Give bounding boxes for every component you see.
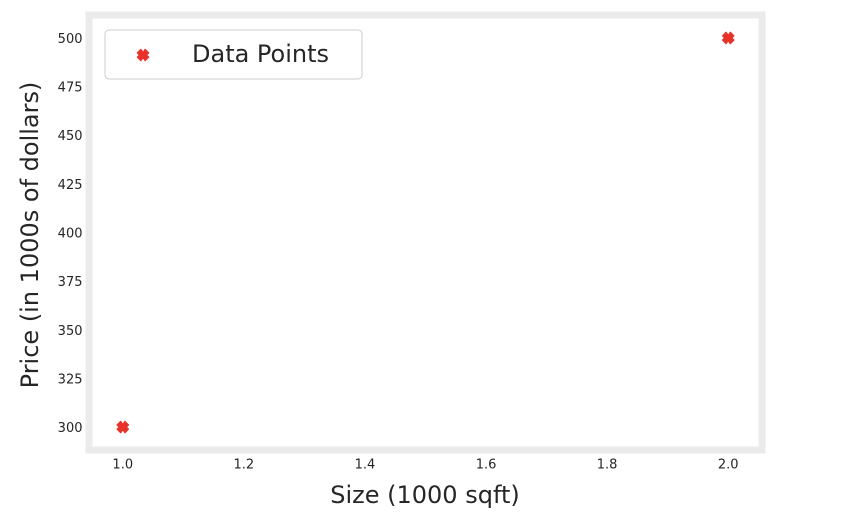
y-tick-label: 350: [58, 324, 83, 339]
y-tick-label: 475: [58, 81, 83, 96]
y-tick-label: 425: [58, 178, 83, 193]
legend-marker: [136, 48, 150, 62]
legend-box: [104, 29, 363, 80]
y-tick-label: 500: [58, 32, 83, 47]
axes-frame: [85, 11, 766, 454]
plot-area: [92, 18, 759, 447]
x-tick-label: 2.0: [718, 458, 739, 473]
x-tick-label: 1.6: [476, 458, 497, 473]
data-point: [721, 31, 735, 45]
x-axis-ticks: 1.0 1.2 1.4 1.6 1.8 2.0: [112, 458, 738, 473]
y-tick-label: 300: [58, 421, 83, 436]
x-axis-label: Size (1000 sqft): [330, 481, 520, 509]
y-tick-label: 450: [58, 129, 83, 144]
legend: Data Points: [104, 29, 363, 80]
scatter-points: [116, 31, 735, 434]
y-axis-ticks: 300 325 350 375 400 425 450 475 500: [58, 32, 83, 436]
legend-marker-icon: [136, 48, 150, 62]
y-tick-label: 375: [58, 275, 83, 290]
y-axis-label: Price (in 1000s of dollars): [16, 82, 44, 389]
x-tick-label: 1.8: [597, 458, 618, 473]
y-tick-label: 400: [58, 227, 83, 242]
x-tick-label: 1.4: [355, 458, 376, 473]
y-tick-label: 325: [58, 372, 83, 387]
legend-label-data-points: Data Points: [192, 40, 329, 68]
data-point: [116, 420, 130, 434]
x-tick-label: 1.2: [234, 458, 255, 473]
x-tick-label: 1.0: [112, 458, 133, 473]
